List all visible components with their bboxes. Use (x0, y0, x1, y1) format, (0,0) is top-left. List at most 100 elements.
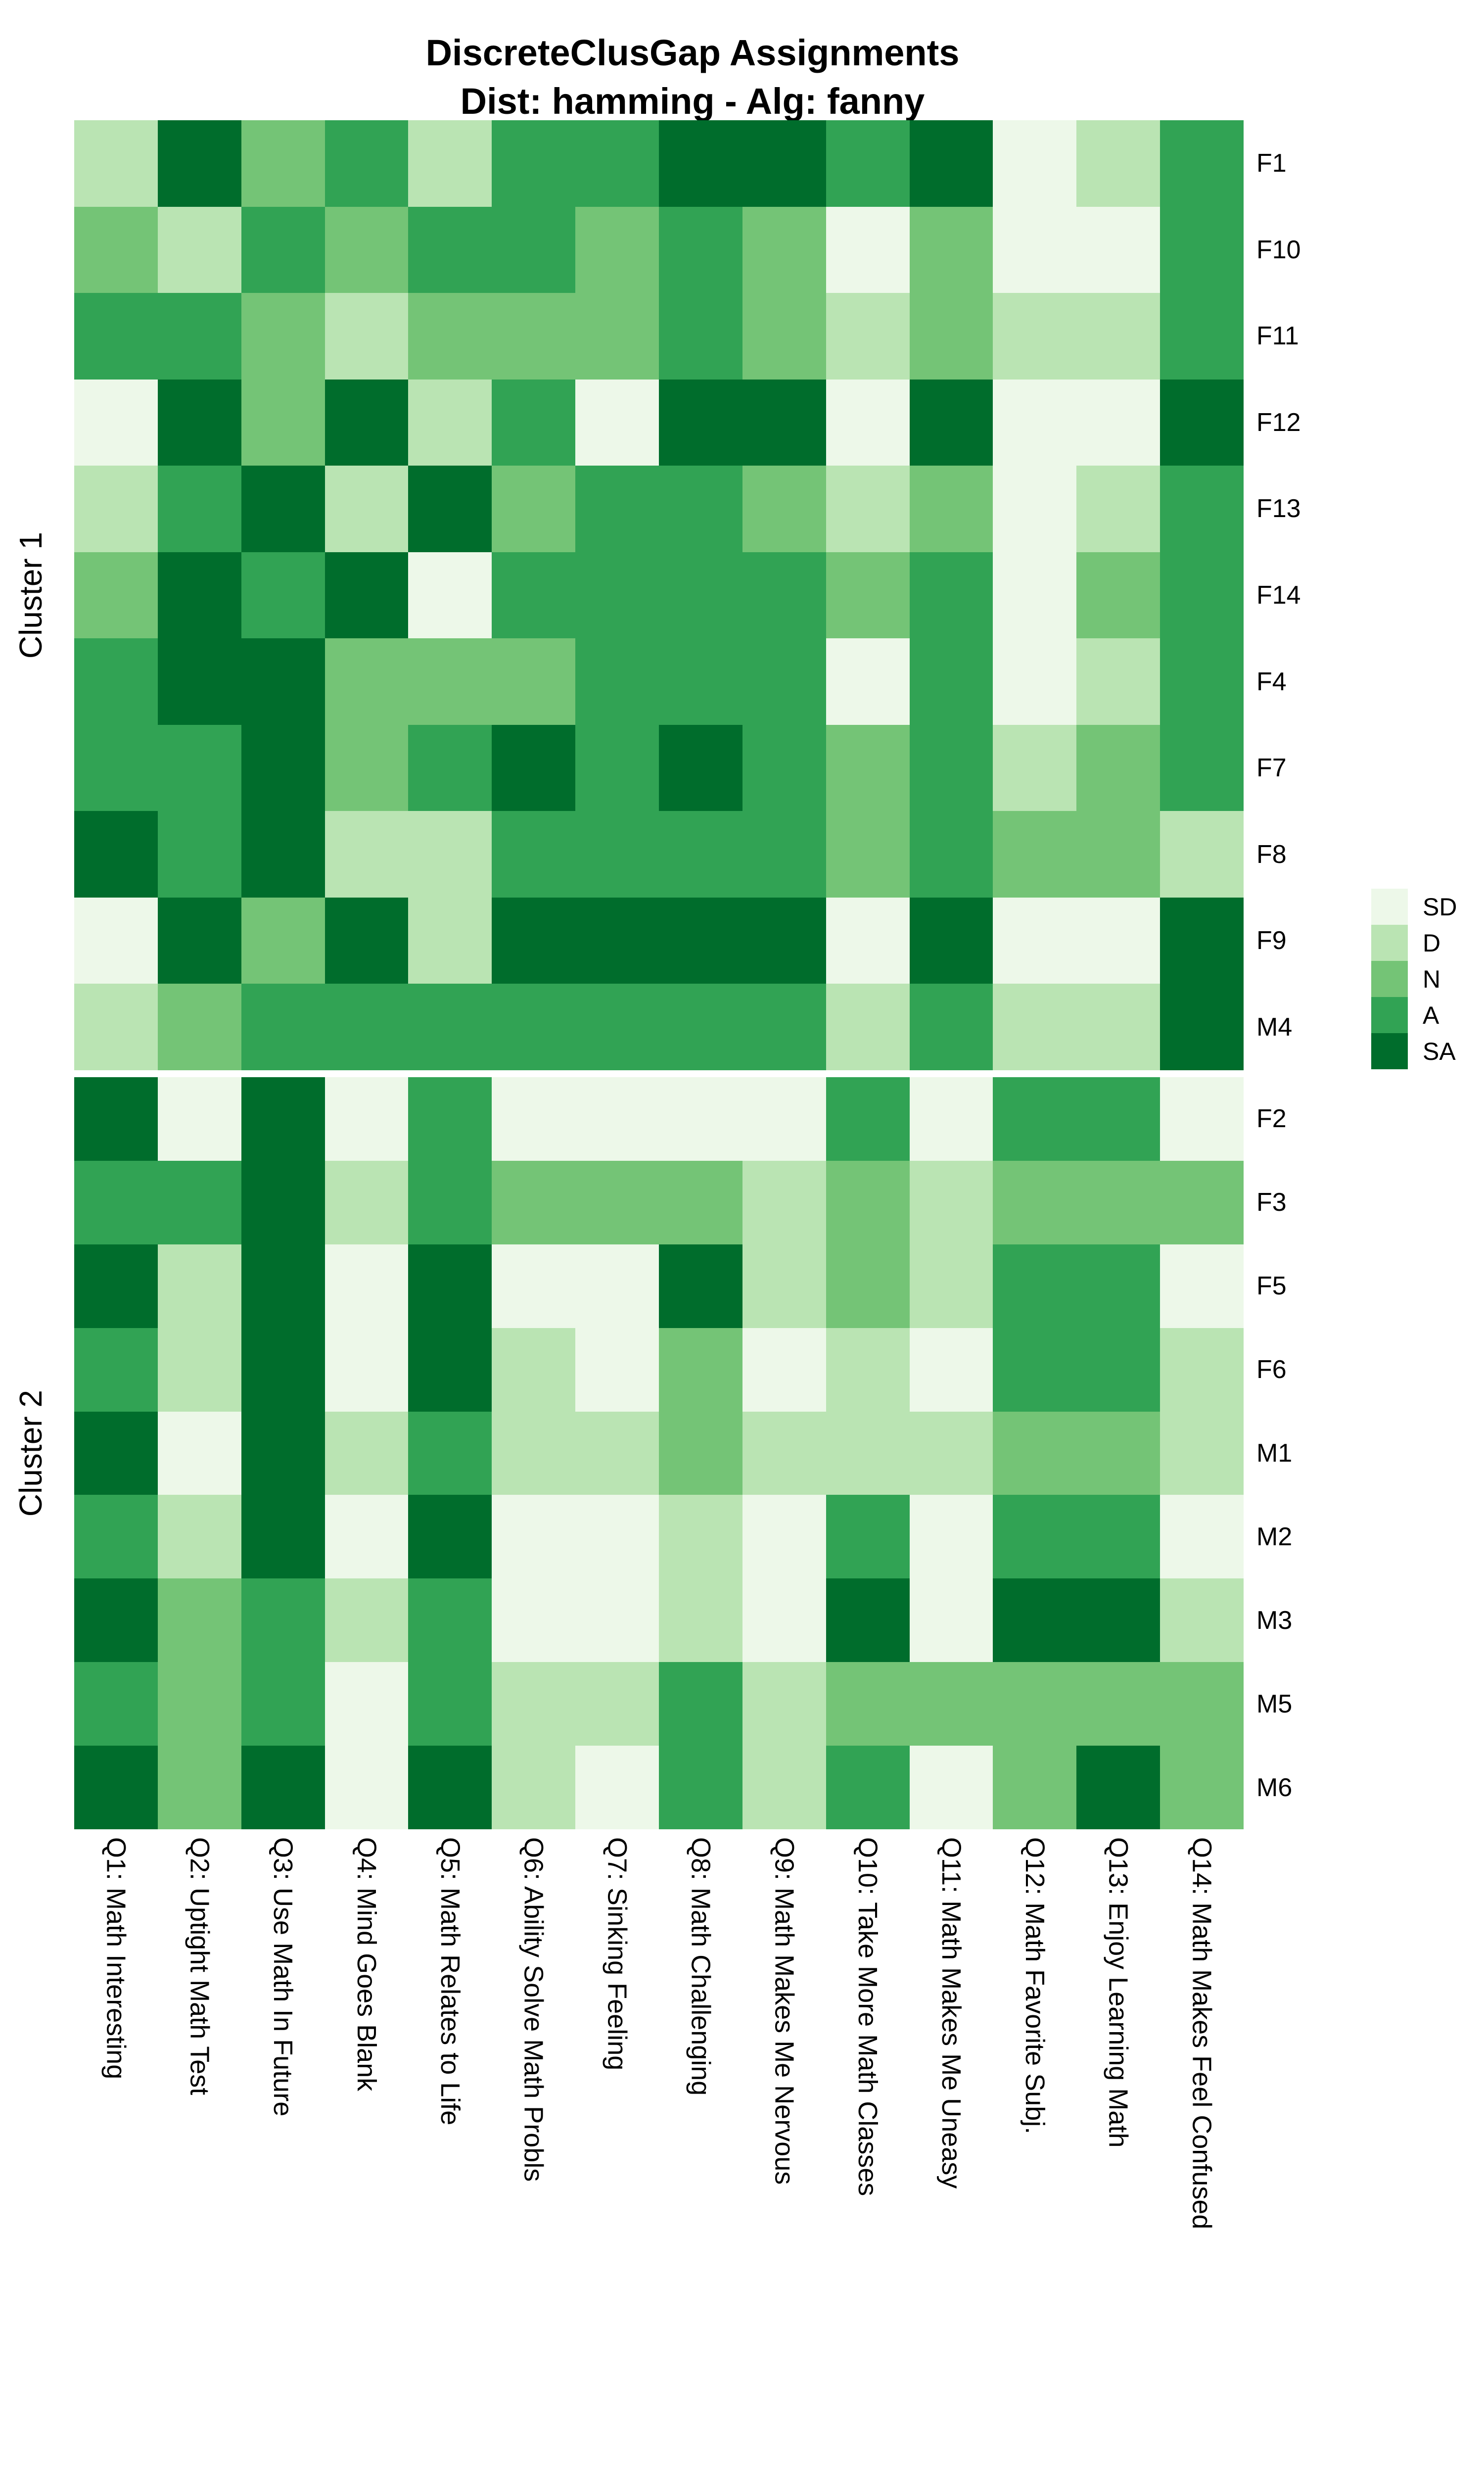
heatmap-cell (241, 466, 325, 552)
heatmap-cell (575, 1495, 659, 1579)
heatmap-cell (157, 1495, 241, 1579)
legend-label: N (1423, 965, 1441, 993)
heatmap-cell (742, 1662, 826, 1746)
heatmap-cell (325, 1244, 409, 1328)
column-label: Q4: Mind Goes Blank (351, 1837, 381, 2092)
heatmap-cell (325, 811, 409, 898)
heatmap-cell (241, 984, 325, 1070)
legend-swatch (1371, 925, 1408, 961)
heatmap-cell (659, 293, 742, 380)
heatmap-cell (1076, 1328, 1160, 1412)
heatmap-cell (241, 120, 325, 207)
heatmap-cell (241, 1495, 325, 1579)
heatmap-cell (492, 638, 576, 725)
heatmap-cell (742, 811, 826, 898)
heatmap-cell (909, 811, 993, 898)
heatmap-cell (74, 293, 158, 380)
heatmap-cell (1160, 120, 1244, 207)
legend-label: SA (1423, 1037, 1456, 1065)
legend-label: A (1423, 1001, 1439, 1029)
heatmap-cell (492, 724, 576, 811)
heatmap-cell (157, 897, 241, 984)
heatmap-cell (241, 1411, 325, 1495)
heatmap-cell (659, 1328, 742, 1412)
heatmap-cell (74, 1578, 158, 1663)
heatmap-cell (408, 293, 492, 380)
heatmap-cell (575, 811, 659, 898)
heatmap-cell (909, 206, 993, 293)
heatmap-cell (408, 1662, 492, 1746)
heatmap-cell (575, 379, 659, 466)
heatmap-cell (408, 379, 492, 466)
heatmap-cell (325, 1495, 409, 1579)
heatmap-cell (659, 1578, 742, 1663)
heatmap-cell (575, 552, 659, 639)
heatmap-cell (575, 897, 659, 984)
legend-label: D (1423, 929, 1441, 957)
heatmap-cell (157, 1244, 241, 1328)
heatmap-cell (241, 1662, 325, 1746)
column-label: Q2: Uptight Math Test (185, 1837, 215, 2095)
heatmap-cell (492, 1578, 576, 1663)
heatmap-cell (993, 724, 1077, 811)
heatmap-cell (993, 1746, 1077, 1829)
heatmap-cell (993, 552, 1077, 639)
heatmap-cell (993, 1244, 1077, 1328)
heatmap-cell (157, 1328, 241, 1412)
heatmap-cell (993, 1495, 1077, 1579)
heatmap-cell (492, 1328, 576, 1412)
heatmap-cell (325, 638, 409, 725)
heatmap-cell (74, 897, 158, 984)
heatmap-cell (826, 466, 910, 552)
heatmap-cell (408, 1746, 492, 1829)
heatmap-cell (241, 1160, 325, 1244)
column-label: Q10: Take More Math Classes (853, 1837, 883, 2196)
heatmap-cell (993, 466, 1077, 552)
heatmap-cell (742, 984, 826, 1070)
heatmap-cell (659, 1244, 742, 1328)
heatmap-cell (1160, 466, 1244, 552)
heatmap-cell (826, 1578, 910, 1663)
heatmap-cell (1076, 293, 1160, 380)
heatmap-cell (909, 897, 993, 984)
row-label: F9 (1256, 926, 1287, 955)
heatmap-cell (909, 120, 993, 207)
heatmap-cell (74, 1077, 158, 1161)
heatmap-cell (742, 120, 826, 207)
heatmap-cell (1076, 1077, 1160, 1161)
heatmap-cell (826, 1077, 910, 1161)
heatmap-cell (742, 1077, 826, 1161)
cluster-2-axis-label: Cluster 2 (7, 1077, 54, 1829)
cluster-1-axis-label-text: Cluster 1 (13, 531, 48, 659)
heatmap-cell (659, 206, 742, 293)
heatmap-cell (659, 1160, 742, 1244)
heatmap-cell (659, 1077, 742, 1161)
heatmap-cell (241, 1077, 325, 1161)
heatmap-cell (1076, 1244, 1160, 1328)
heatmap-cell (909, 1662, 993, 1746)
heatmap-cell (575, 1746, 659, 1829)
heatmap-cell (575, 1578, 659, 1663)
row-label: F1 (1256, 149, 1287, 178)
heatmap-cell (157, 206, 241, 293)
heatmap-cell (325, 1411, 409, 1495)
heatmap-cell (1160, 1160, 1244, 1244)
heatmap-cell (241, 206, 325, 293)
heatmap-cell (826, 1160, 910, 1244)
heatmap-cell (408, 897, 492, 984)
heatmap-cell (909, 293, 993, 380)
heatmap-cell (575, 1160, 659, 1244)
heatmap-cell (1076, 120, 1160, 207)
heatmap-cell (74, 638, 158, 725)
heatmap-cell (408, 552, 492, 639)
heatmap-cell (325, 466, 409, 552)
heatmap-cell (659, 466, 742, 552)
heatmap-cell (659, 638, 742, 725)
heatmap-cell (157, 293, 241, 380)
heatmap-cell (325, 1160, 409, 1244)
heatmap-cell (408, 1495, 492, 1579)
heatmap-cell (157, 552, 241, 639)
heatmap-cell (909, 984, 993, 1070)
heatmap-cell (742, 638, 826, 725)
heatmap-cell (1160, 379, 1244, 466)
